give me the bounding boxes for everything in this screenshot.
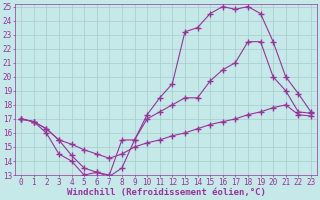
X-axis label: Windchill (Refroidissement éolien,°C): Windchill (Refroidissement éolien,°C): [67, 188, 266, 197]
